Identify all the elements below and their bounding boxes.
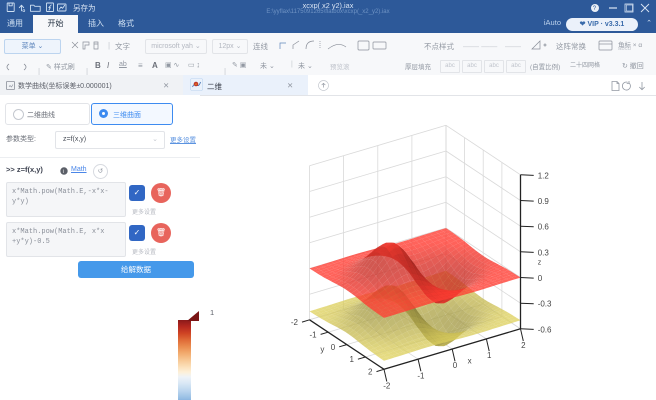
svg-text:-2: -2 [383, 382, 391, 391]
svg-text:0: 0 [538, 274, 543, 283]
svg-text:0: 0 [331, 343, 336, 352]
svg-text:1: 1 [487, 351, 492, 360]
svg-text:-0.3: -0.3 [538, 300, 552, 309]
svg-text:2: 2 [521, 341, 526, 350]
svg-text:x: x [468, 357, 472, 366]
svg-text:-1: -1 [417, 371, 425, 380]
svg-text:0.3: 0.3 [538, 248, 550, 257]
svg-text:-1: -1 [309, 330, 317, 339]
svg-text:2: 2 [368, 368, 373, 377]
svg-text:-2: -2 [291, 318, 299, 327]
svg-text:z: z [538, 259, 542, 266]
svg-text:-0.6: -0.6 [538, 325, 552, 334]
svg-text:0.9: 0.9 [538, 197, 550, 206]
svg-text:i: i [63, 169, 64, 175]
svg-text:1: 1 [349, 355, 354, 364]
svg-text:0: 0 [453, 361, 458, 370]
svg-text:y: y [320, 345, 324, 354]
svg-text:0.6: 0.6 [538, 223, 550, 232]
svg-text:1.2: 1.2 [538, 171, 550, 180]
